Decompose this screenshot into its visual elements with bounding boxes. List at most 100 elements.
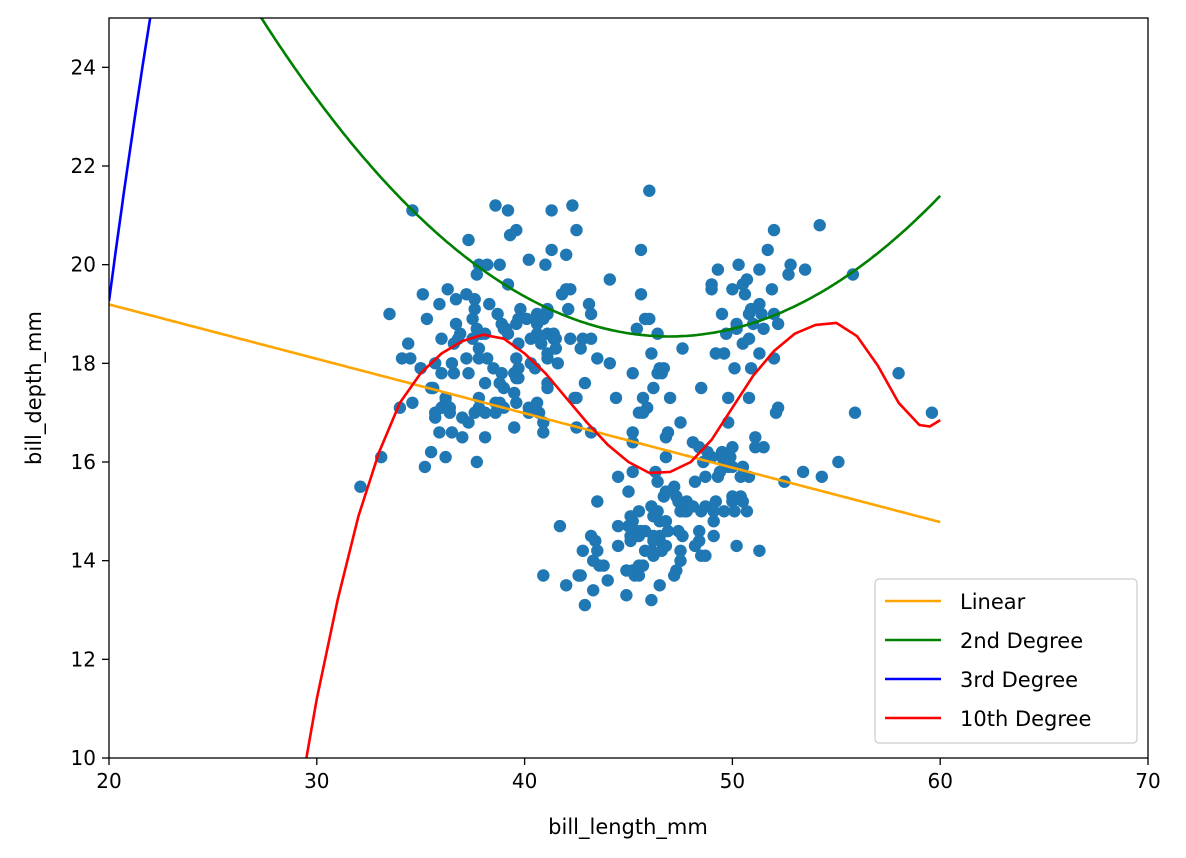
y-tick-label: 14 xyxy=(71,549,96,573)
scatter-point xyxy=(603,357,616,370)
scatter-point xyxy=(634,243,648,257)
scatter-point xyxy=(524,332,537,345)
scatter-point xyxy=(771,317,785,331)
scatter-point xyxy=(597,559,610,572)
scatter-point xyxy=(483,297,496,311)
scatter-point xyxy=(383,307,396,321)
scatter-point xyxy=(530,307,544,321)
scatter-point xyxy=(470,268,483,281)
scatter-point xyxy=(742,307,756,321)
x-tick-label: 40 xyxy=(512,769,537,793)
scatter-point xyxy=(705,278,718,291)
x-tick-label: 50 xyxy=(720,769,745,793)
scatter-point xyxy=(445,357,459,370)
scatter-point xyxy=(512,362,525,375)
scatter-point xyxy=(564,332,577,345)
scatter-point xyxy=(570,391,583,405)
scatter-point xyxy=(514,302,527,316)
scatter-point xyxy=(659,539,673,553)
scatter-point xyxy=(587,584,600,597)
scatter-point xyxy=(728,505,741,518)
scatter-point xyxy=(620,589,633,602)
scatter-point xyxy=(574,569,587,582)
scatter-point xyxy=(672,495,685,508)
fit-line-linear xyxy=(109,303,941,524)
scatter-point xyxy=(512,371,525,385)
scatter-point xyxy=(478,431,492,444)
scatter-point xyxy=(693,534,706,548)
scatter-point xyxy=(424,445,438,459)
scatter-point xyxy=(481,258,494,271)
scatter-point xyxy=(433,426,446,439)
scatter-point xyxy=(651,367,664,380)
scatter-point xyxy=(429,357,442,370)
scatter-point xyxy=(489,199,502,212)
scatter-point xyxy=(445,426,459,439)
scatter-point xyxy=(435,367,448,380)
scatter-point xyxy=(508,421,521,434)
y-tick-label: 22 xyxy=(71,154,96,178)
scatter-point xyxy=(620,564,633,577)
scatter-point xyxy=(449,293,463,306)
scatter-point xyxy=(636,391,650,405)
scatter-point xyxy=(676,342,689,355)
scatter-point xyxy=(651,327,664,340)
scatter-point xyxy=(603,273,616,286)
scatter-point xyxy=(734,470,747,483)
scatter-point xyxy=(470,455,483,469)
scatter-point xyxy=(796,465,810,479)
scatter-point xyxy=(626,465,639,479)
scatter-point xyxy=(493,258,506,271)
scatter-point xyxy=(435,401,448,414)
scatter-point xyxy=(672,524,685,538)
scatter-point xyxy=(749,431,762,444)
scatter-point xyxy=(589,534,602,548)
scatter-point xyxy=(501,204,515,217)
scatter-point xyxy=(626,426,639,439)
scatter-point xyxy=(549,332,562,345)
scatter-point xyxy=(848,406,862,419)
scatter-point xyxy=(711,263,725,276)
scatter-point xyxy=(591,544,604,557)
scatter-point xyxy=(715,307,729,321)
scatter-point xyxy=(460,352,473,365)
scatter-point xyxy=(693,524,706,538)
scatter-point xyxy=(441,283,454,296)
y-axis: 10 12 14 16 18 20 22 24 xyxy=(71,55,109,770)
scatter-point xyxy=(354,480,367,493)
scatter-point xyxy=(663,391,677,405)
scatter-point xyxy=(566,199,579,212)
scatter-point xyxy=(738,288,752,301)
scatter-point xyxy=(726,441,739,454)
scatter-point xyxy=(622,485,635,498)
y-tick-label: 12 xyxy=(71,647,96,671)
scatter-point xyxy=(537,426,550,439)
scatter-point xyxy=(813,219,826,232)
scatter-point xyxy=(611,470,625,483)
scatter-point xyxy=(724,450,737,464)
scatter-point xyxy=(757,322,770,335)
scatter-point xyxy=(512,312,525,326)
plot-frame xyxy=(108,17,1149,759)
scatter-point xyxy=(418,460,432,474)
scatter-point xyxy=(537,569,550,582)
scatter-point xyxy=(501,327,515,340)
scatter-point xyxy=(674,544,687,557)
scatter-point xyxy=(611,539,625,553)
scatter-point xyxy=(753,263,766,276)
scatter-point xyxy=(551,357,564,370)
y-tick-label: 10 xyxy=(71,746,96,770)
scatter-point xyxy=(668,569,681,582)
scatter-point xyxy=(651,505,664,518)
scatter-point xyxy=(468,302,481,316)
scatter-point xyxy=(578,376,592,390)
scatter-point xyxy=(753,347,766,360)
scatter-point xyxy=(846,268,860,281)
scatter-point xyxy=(570,223,583,237)
scatter-point xyxy=(765,283,779,296)
scatter-point xyxy=(576,544,589,557)
scatter-point xyxy=(709,495,722,508)
scatter-point xyxy=(674,554,687,567)
scatter-point xyxy=(456,431,469,444)
